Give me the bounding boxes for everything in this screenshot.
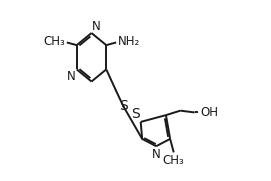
Text: CH₃: CH₃ bbox=[163, 154, 185, 167]
Text: NH₂: NH₂ bbox=[118, 35, 140, 48]
Text: N: N bbox=[67, 70, 76, 83]
Text: N: N bbox=[152, 148, 160, 161]
Text: CH₃: CH₃ bbox=[43, 35, 65, 48]
Text: S: S bbox=[119, 99, 128, 113]
Text: N: N bbox=[92, 20, 101, 33]
Text: S: S bbox=[131, 107, 140, 121]
Text: OH: OH bbox=[200, 106, 218, 119]
